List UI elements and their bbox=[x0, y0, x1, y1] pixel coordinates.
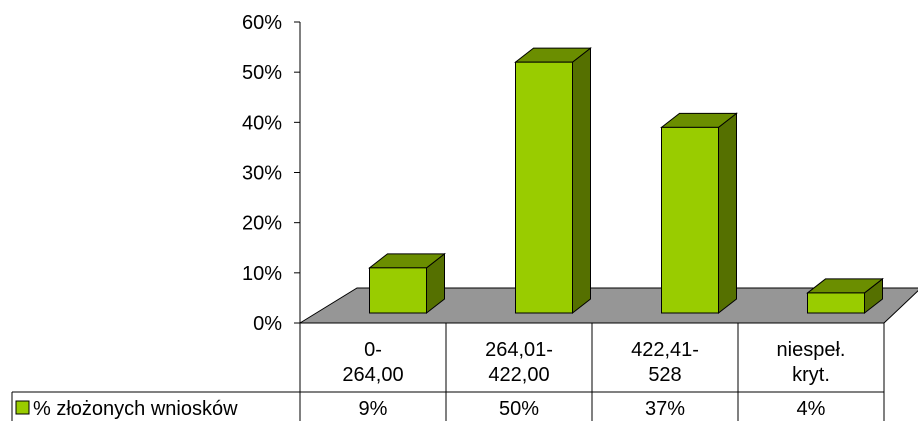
bar bbox=[806, 277, 884, 315]
bar-front bbox=[369, 267, 427, 314]
bar bbox=[514, 47, 592, 315]
legend: % złożonych wniosków bbox=[15, 398, 238, 420]
bar-side bbox=[572, 47, 591, 315]
y-tick-label: 0% bbox=[253, 313, 282, 335]
data-table: % złożonych wniosków 0- 264,00 264,01- 422,… bbox=[11, 323, 885, 421]
y-tick-label: 30% bbox=[242, 163, 282, 185]
bar bbox=[660, 112, 738, 315]
category-label: 422,41- bbox=[631, 339, 699, 361]
category-label: kryt. bbox=[792, 364, 830, 386]
bar-front bbox=[661, 126, 719, 314]
bar bbox=[368, 252, 446, 315]
category-label: 264,01- bbox=[485, 339, 553, 361]
category-label: 0- bbox=[364, 339, 382, 361]
legend-swatch bbox=[15, 400, 30, 415]
y-tick-label: 50% bbox=[242, 62, 282, 84]
floor-plane bbox=[298, 287, 918, 324]
bar-front bbox=[807, 292, 865, 314]
legend-label: % złożonych wniosków bbox=[33, 398, 238, 420]
chart-floor bbox=[298, 287, 918, 324]
data-value-label: 9% bbox=[359, 398, 388, 420]
category-label: 528 bbox=[648, 364, 681, 386]
data-value-label: 4% bbox=[797, 398, 826, 420]
y-axis: 0% 10% 20% 30% 40% 50% 60% bbox=[242, 12, 301, 335]
y-tick-label: 40% bbox=[242, 112, 282, 134]
category-label: 422,00 bbox=[488, 364, 549, 386]
data-value-label: 37% bbox=[645, 398, 685, 420]
bar-front bbox=[515, 61, 573, 314]
y-tick-label: 60% bbox=[242, 12, 282, 34]
bar-side bbox=[718, 112, 737, 315]
category-label: 264,00 bbox=[342, 364, 403, 386]
y-tick-label: 10% bbox=[242, 263, 282, 285]
category-label: niespeł. bbox=[777, 339, 846, 361]
data-value-label: 50% bbox=[499, 398, 539, 420]
y-tick-label: 20% bbox=[242, 213, 282, 235]
bars bbox=[368, 47, 884, 315]
